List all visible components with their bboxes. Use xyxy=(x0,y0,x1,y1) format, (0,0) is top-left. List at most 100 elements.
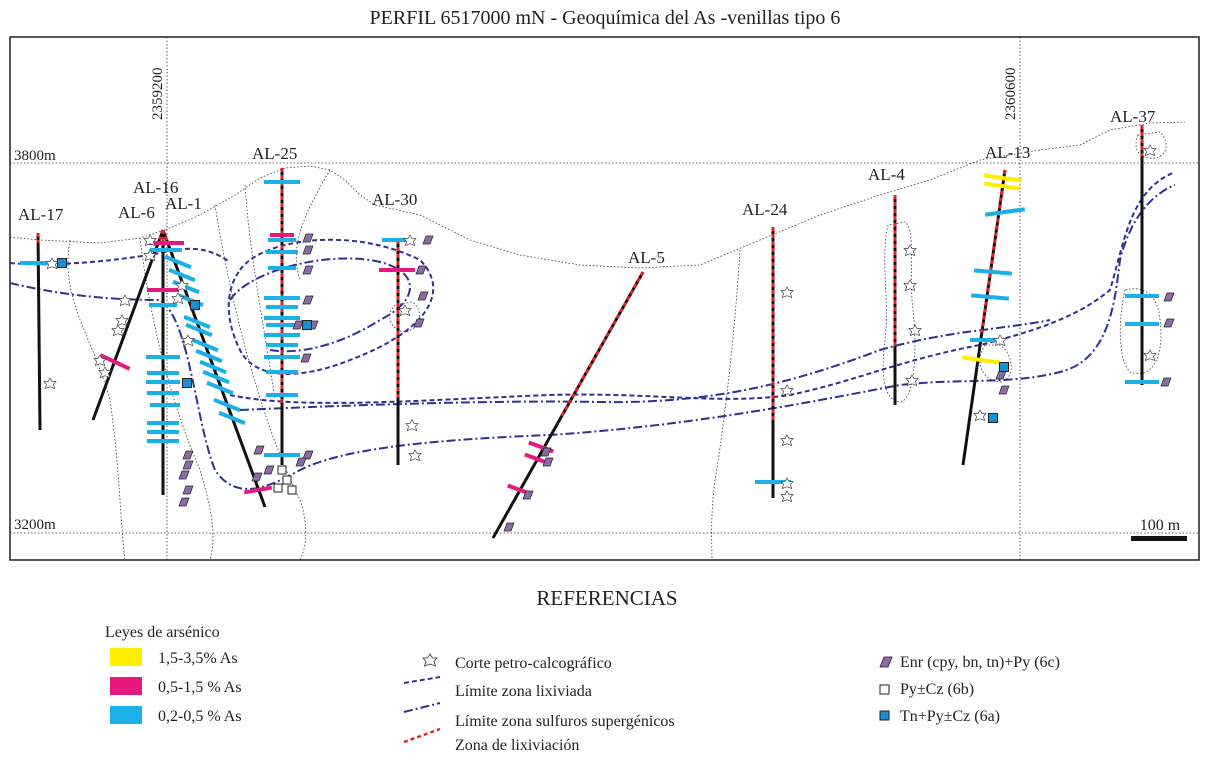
easting-label: 2360600 xyxy=(1003,68,1019,121)
sample-star xyxy=(780,286,794,299)
tennantite-mark xyxy=(182,378,192,388)
contact xyxy=(214,204,307,561)
enrichment-mark xyxy=(422,235,434,245)
legend-label: Límite zona sulfuros supergénicos xyxy=(455,713,675,730)
enrichment-mark xyxy=(302,295,314,305)
sample-star xyxy=(143,234,157,247)
pyrite-mark xyxy=(287,485,297,495)
contact xyxy=(1135,131,1167,159)
sample-star xyxy=(903,279,917,292)
drillhole-label: AL-1 xyxy=(165,194,202,213)
supergene-zone-symbol xyxy=(403,702,441,713)
legend-label: Zona de lixiviación xyxy=(455,737,579,754)
easting-label: 2359200 xyxy=(150,68,166,121)
title: PERFIL 6517000 mN - Geoquímica del As -v… xyxy=(370,7,841,29)
enrichment-mark xyxy=(415,265,427,275)
sample-star xyxy=(905,374,919,387)
leached-interval xyxy=(161,229,170,245)
sample-star xyxy=(403,234,417,247)
leached-zone-limit xyxy=(227,238,435,375)
legend-label: 0,5-1,5 % As xyxy=(158,679,242,696)
drillhole-label: AL-30 xyxy=(372,190,417,209)
grade-interval xyxy=(183,314,211,330)
grade-interval xyxy=(195,348,223,364)
contact xyxy=(979,344,1012,383)
grade-swatch xyxy=(110,706,142,724)
sample-star xyxy=(45,257,59,270)
elevation-label: 3200m xyxy=(14,517,56,533)
grade-interval xyxy=(970,293,1010,301)
enrichment-mark xyxy=(253,445,265,455)
grade-interval xyxy=(218,410,246,426)
grade-interval xyxy=(168,267,196,283)
sample-star xyxy=(780,477,794,490)
contact xyxy=(295,169,331,281)
enrichment-mark xyxy=(413,318,425,328)
tennantite-mark xyxy=(999,362,1009,372)
grade-interval xyxy=(202,369,230,385)
drillhole-label: AL-6 xyxy=(118,203,155,222)
sample-star xyxy=(1143,349,1157,362)
enrichment-mark xyxy=(295,457,307,467)
contact xyxy=(139,237,214,561)
grade-interval xyxy=(199,359,227,375)
scale-label: 100 m xyxy=(1140,517,1181,534)
grade-interval xyxy=(164,254,192,270)
elevation-label: 3800m xyxy=(14,148,56,164)
enrichment-mark xyxy=(251,472,263,482)
grade-interval xyxy=(99,353,131,371)
grade-interval xyxy=(213,397,241,413)
symbol-legend: Corte petro-calcográfico Límite zona lix… xyxy=(403,653,1060,754)
grade-interval xyxy=(961,355,1001,365)
sample-star xyxy=(111,324,125,337)
enrichment-mark xyxy=(522,490,534,500)
enrichment-mark xyxy=(178,470,190,480)
grade-legend: 1,5-3,5% As 0,5-1,5 % As 0,2-0,5 % As xyxy=(110,648,242,725)
enrichment-mark xyxy=(1163,318,1175,328)
contact xyxy=(67,239,126,561)
enrichment-mark xyxy=(995,370,1007,380)
contact xyxy=(711,249,741,561)
legend-heading: REFERENCIAS xyxy=(536,586,677,610)
enrichment-mark xyxy=(417,291,429,301)
enrichment-mark xyxy=(302,233,314,243)
legend-label: Py±Cz (6b) xyxy=(900,681,974,698)
enrichment-mark xyxy=(302,245,314,255)
grade-swatch xyxy=(110,677,142,695)
enrichment-mark xyxy=(503,522,515,532)
pyrite-mark xyxy=(273,483,283,493)
sample-star xyxy=(993,334,1007,347)
grade-interval xyxy=(983,181,1021,191)
enrichment-mark xyxy=(302,265,314,275)
enrichment-mark xyxy=(178,497,190,507)
grade-interval xyxy=(973,268,1013,276)
scale-bar xyxy=(1131,536,1187,541)
sample-star xyxy=(903,244,917,257)
tennantite-mark xyxy=(302,320,312,330)
sample-star xyxy=(181,334,195,347)
legend-label: Tn+Py±Cz (6a) xyxy=(900,708,1000,725)
drillhole-label: AL-16 xyxy=(133,178,178,197)
samples xyxy=(20,144,1175,532)
topography xyxy=(9,121,1186,269)
legend-label: Corte petro-calcográfico xyxy=(455,655,612,672)
grade-interval xyxy=(983,173,1023,183)
enrichment-mark xyxy=(540,447,552,457)
leached-interval xyxy=(980,169,1007,333)
legend-label: 1,5-3,5% As xyxy=(158,650,238,667)
sample-star xyxy=(118,294,132,307)
enrichment-mark xyxy=(182,460,194,470)
drillhole-label: AL-13 xyxy=(985,143,1030,162)
drillhole xyxy=(36,232,42,431)
enrichment-mark xyxy=(263,465,275,475)
grade-interval xyxy=(984,207,1026,217)
legend-label: Límite zona lixiviada xyxy=(455,683,592,700)
sample-star xyxy=(98,366,112,379)
enrichment-mark xyxy=(1160,377,1172,387)
enrichment-mark xyxy=(998,385,1010,395)
grade-interval xyxy=(191,337,219,353)
supergene-zone-limit xyxy=(239,319,1051,411)
leached-zone-limit xyxy=(229,171,1176,404)
